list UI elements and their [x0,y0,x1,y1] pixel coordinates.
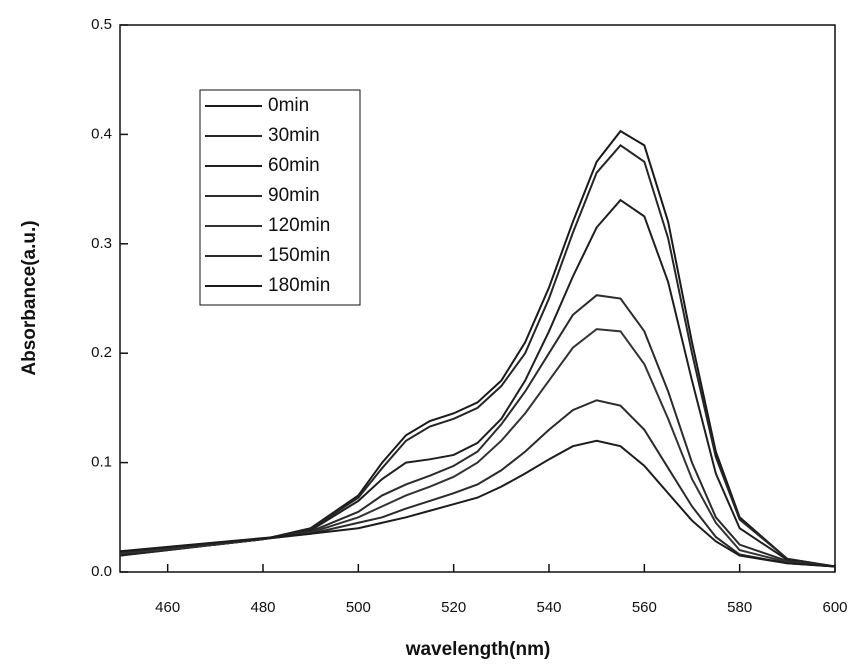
x-tick-label: 480 [250,599,275,616]
y-tick-label: 0.5 [91,16,112,33]
legend-text: 180min [268,275,330,296]
legend-box [199,89,361,306]
x-tick-label: 560 [632,599,657,616]
series-line [119,439,836,568]
series-line [119,294,836,568]
x-tick-label: 460 [155,599,180,616]
legend-text: 60min [268,155,320,176]
legend-text: 90min [268,185,320,206]
y-tick-label: 0.2 [91,344,112,361]
legend-text: 120min [268,215,330,236]
x-tick-label: 540 [536,599,561,616]
x-axis-title: wavelength(nm) [405,639,551,660]
x-tick-label: 520 [441,599,466,616]
x-tick-label: 500 [346,599,371,616]
legend-text: 0min [268,95,309,116]
x-tick-label: 580 [727,599,752,616]
y-tick-label: 0.4 [91,125,112,142]
legend-text: 150min [268,245,330,266]
y-tick-label: 0.0 [91,563,112,580]
legend-text: 30min [268,125,320,146]
y-tick-label: 0.1 [91,454,112,471]
y-tick-label: 0.3 [91,235,112,252]
plot-frame [119,24,836,573]
y-axis-title: Absorbance(a.u.) [19,220,40,375]
x-tick-label: 600 [822,599,847,616]
